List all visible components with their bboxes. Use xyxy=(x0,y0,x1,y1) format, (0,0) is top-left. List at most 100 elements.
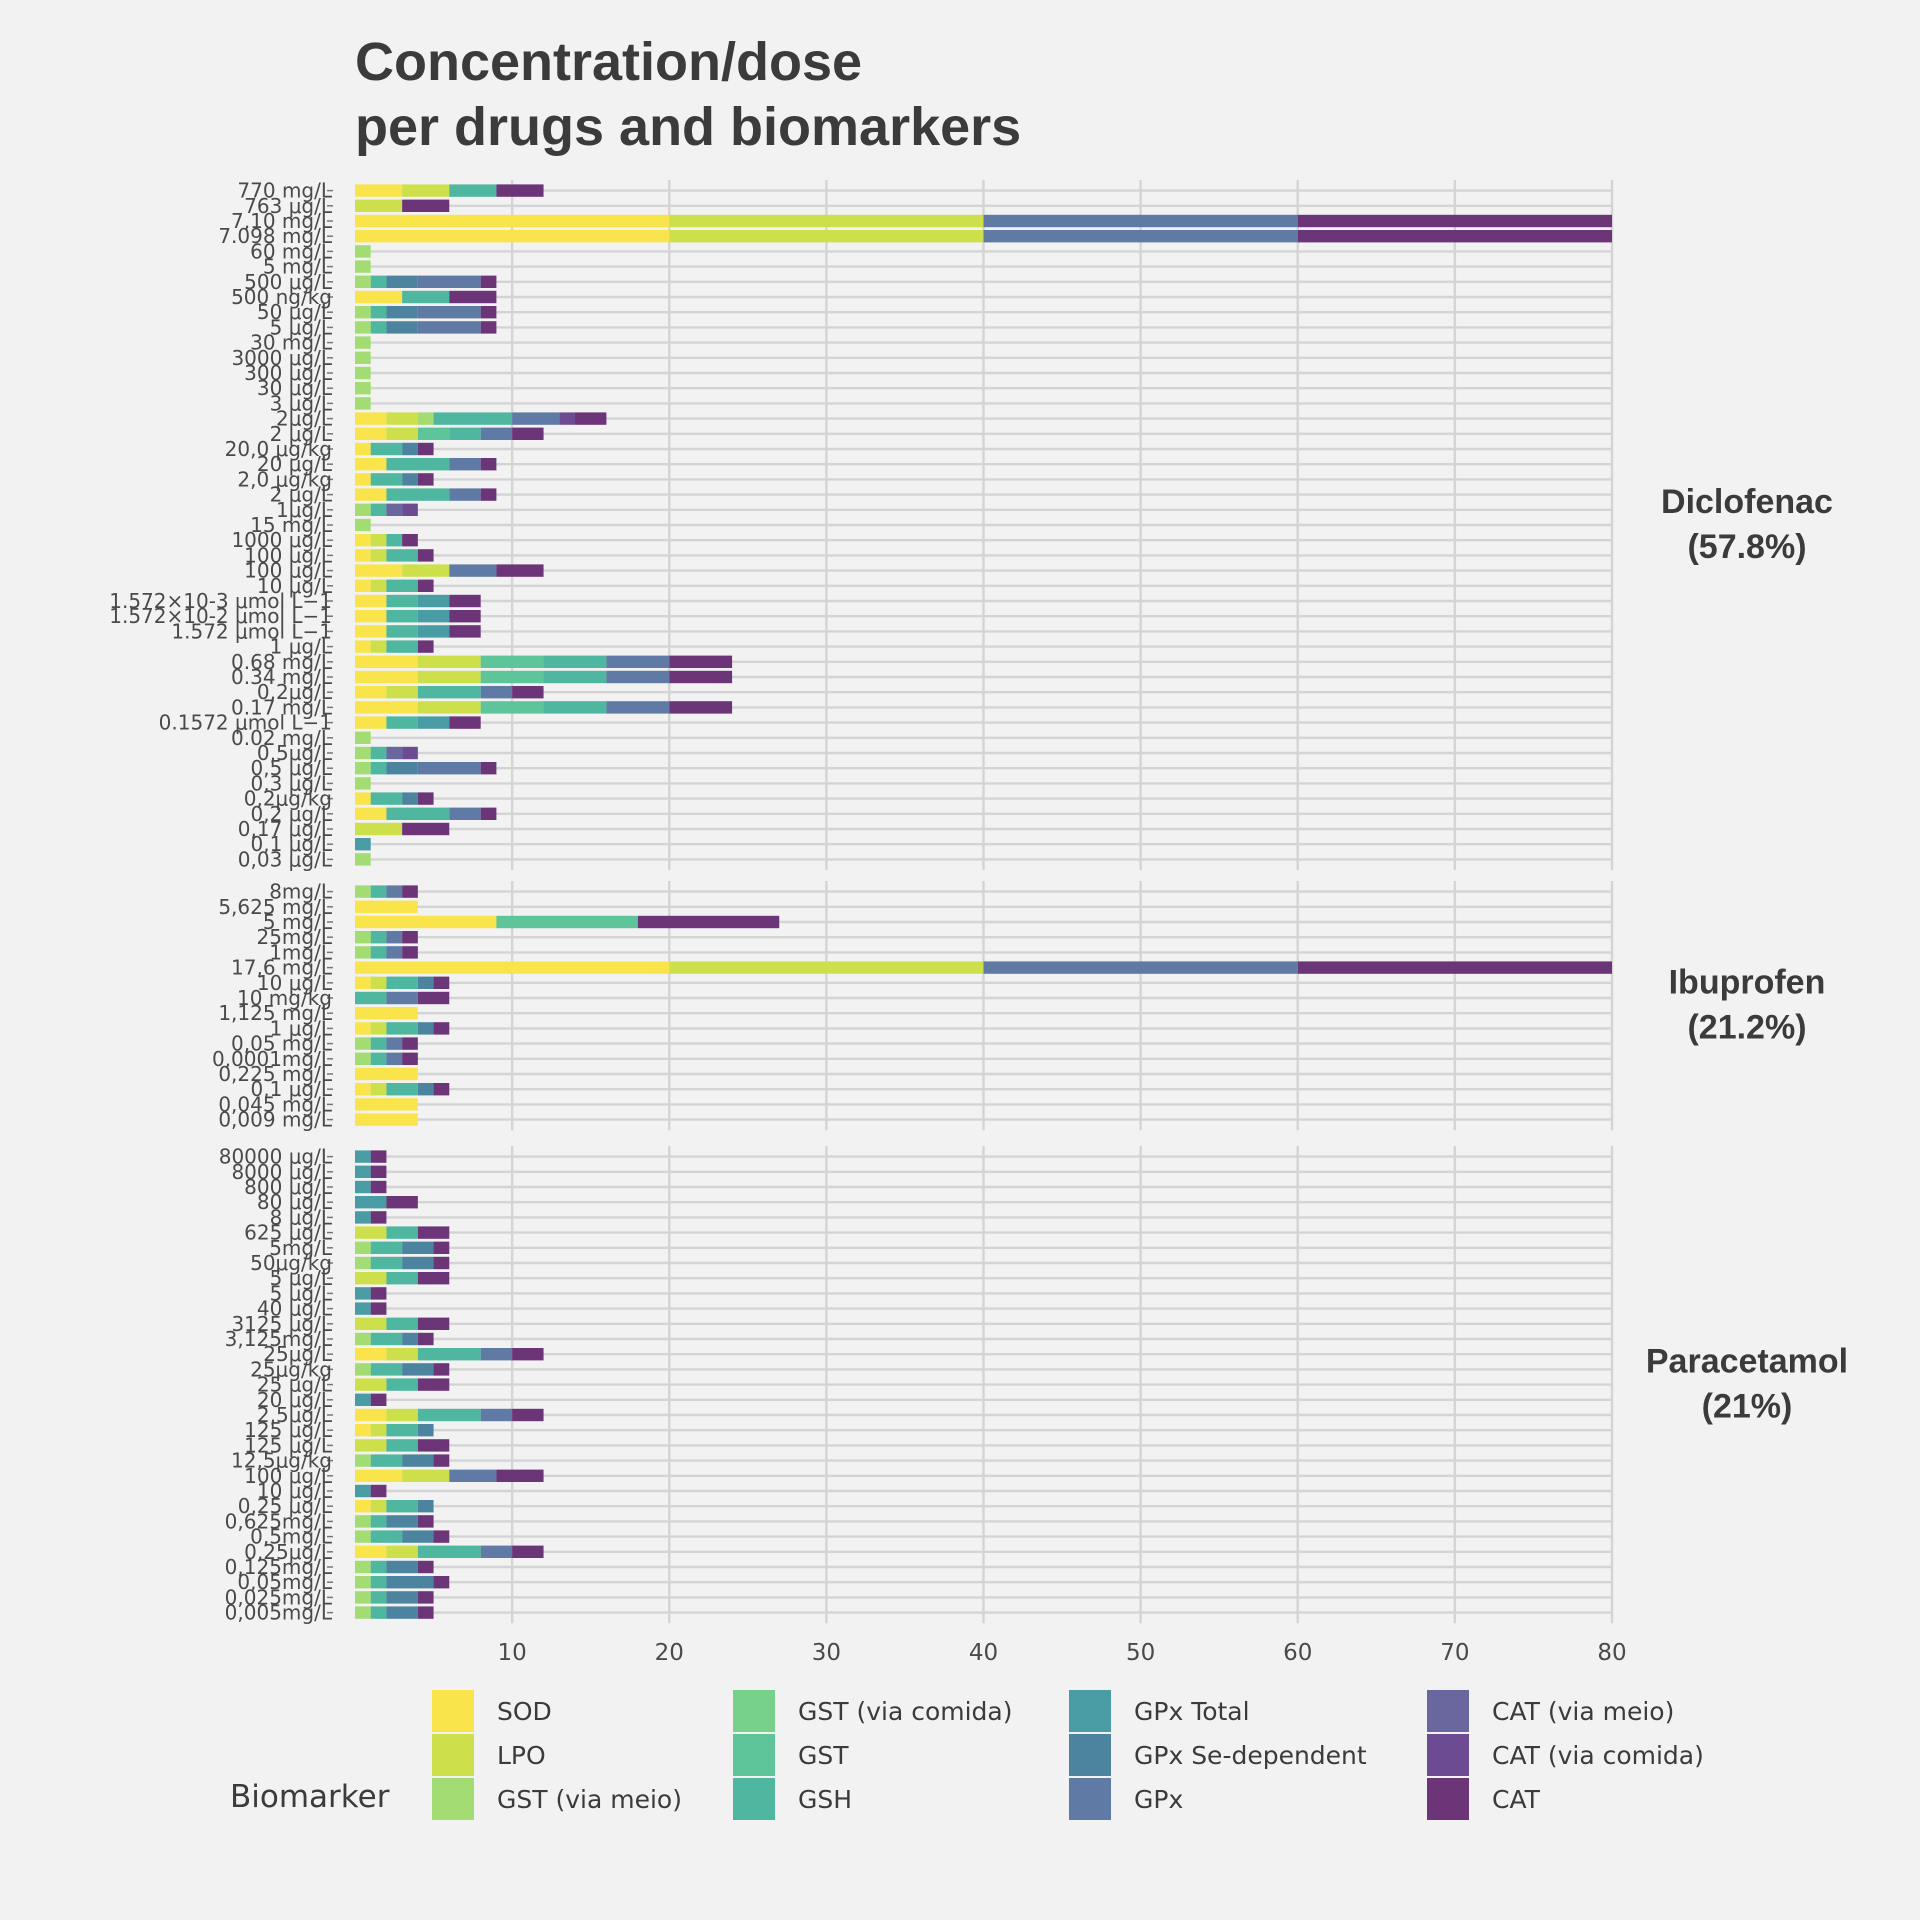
bar-segment xyxy=(386,1272,418,1285)
bar-segment xyxy=(355,991,387,1005)
bar-segment xyxy=(480,488,497,501)
y-tick-label: 25mg/L xyxy=(256,925,332,949)
y-tick-label: 10 μg/L xyxy=(257,1479,333,1503)
bar-segment xyxy=(669,961,984,974)
x-tick-label: 30 xyxy=(812,1640,841,1666)
bar-segment xyxy=(355,976,371,989)
bar-segment xyxy=(355,412,387,425)
bar-segment xyxy=(480,1545,513,1558)
legend-swatch xyxy=(733,1778,775,1820)
bar-segment xyxy=(480,321,497,334)
bar-segment xyxy=(370,1500,387,1513)
x-tick-label: 70 xyxy=(1440,1640,1469,1666)
y-tick-label: 800 μg/L xyxy=(244,1175,333,1199)
bar-segment xyxy=(370,549,387,562)
bar-segment xyxy=(417,1378,450,1391)
legend-title: Biomarker xyxy=(230,1779,390,1815)
bar-segment xyxy=(386,762,418,775)
y-tick-label: 0,3 μg/L xyxy=(251,771,333,795)
x-tick-label: 10 xyxy=(497,1640,526,1666)
y-tick-label: 2 μg/L xyxy=(270,483,333,507)
bar-segment xyxy=(355,655,418,668)
bar-segment xyxy=(480,1408,513,1422)
y-tick-label: 8000 μg/L xyxy=(231,1160,332,1184)
bar-segment xyxy=(480,670,544,684)
y-tick-label: 0,03 μg/L xyxy=(238,847,333,871)
bar-segment xyxy=(355,1287,371,1300)
bar-segment xyxy=(433,976,450,989)
legend-label: GST (via comida) xyxy=(798,1697,1013,1726)
x-tick-label: 50 xyxy=(1126,1640,1155,1666)
y-tick-label: 500 ng/kg xyxy=(231,285,332,309)
bar-segment xyxy=(543,701,607,714)
bar-segment xyxy=(983,961,1298,974)
bar-segment xyxy=(559,412,575,425)
bar-segment xyxy=(370,931,387,944)
bar-segment xyxy=(449,564,497,577)
bar-segment xyxy=(417,1515,434,1528)
legend-item: GST (via meio) xyxy=(432,1778,682,1820)
y-tick-label: 40 μg/L xyxy=(257,1297,333,1321)
y-tick-label: 0,5μg/L xyxy=(257,741,333,765)
bar-segment xyxy=(417,321,481,334)
bar-segment xyxy=(386,306,418,319)
y-tick-label: 1000 μg/L xyxy=(231,528,332,552)
y-tick-label: 2 μg/L xyxy=(270,422,333,446)
bar-segment xyxy=(512,1348,544,1361)
y-tick-label: 0.1572 μmol L−1 xyxy=(159,711,332,735)
legend-swatch xyxy=(1427,1690,1469,1732)
y-tick-label: 25μg/L xyxy=(263,1342,333,1366)
bar-segment xyxy=(1297,230,1612,243)
bar-segment xyxy=(370,1576,387,1589)
y-tick-label: 125 μg/L xyxy=(244,1433,333,1457)
y-tick-label: 100 μg/L xyxy=(244,1464,333,1488)
bar-segment xyxy=(355,503,371,516)
bar-segment xyxy=(355,1052,371,1065)
bar-segment xyxy=(355,838,371,851)
bar-segment xyxy=(402,473,418,486)
legend-item: CAT (via meio) xyxy=(1427,1690,1674,1732)
bar-segment xyxy=(370,1052,387,1065)
bar-segment xyxy=(370,1606,387,1619)
bar-segment xyxy=(355,716,387,729)
bar-segment xyxy=(370,1180,387,1194)
y-tick-label: 0.34 mg/L xyxy=(231,665,333,689)
bar-segment xyxy=(417,701,481,714)
y-tick-label: 20,0 μg/kg xyxy=(225,437,332,461)
y-tick-label: 3 μg/L xyxy=(270,391,333,415)
bar-segment xyxy=(370,1241,403,1254)
bar-segment xyxy=(402,503,418,516)
legend-label: GPx Se-dependent xyxy=(1134,1741,1367,1770)
bar-segment xyxy=(1297,961,1612,974)
chart-title-line-2: per drugs and biomarkers xyxy=(355,97,1021,157)
y-tick-label: 0,05mg/L xyxy=(237,1570,332,1594)
bar-segment xyxy=(417,686,481,699)
y-tick-label: 5 μg/L xyxy=(270,315,333,339)
bar-segment xyxy=(402,792,418,805)
bar-segment xyxy=(449,184,497,197)
bar-segment xyxy=(402,1469,450,1482)
y-tick-label: 50μg/kg xyxy=(250,1251,332,1275)
bar-segment xyxy=(386,610,418,623)
bar-segment xyxy=(370,579,387,592)
bar-segment xyxy=(386,458,450,471)
y-tick-label: 5 mg/L xyxy=(263,255,333,279)
bar-segment xyxy=(386,1591,418,1604)
bar-segment xyxy=(449,488,481,501)
bar-segment xyxy=(355,351,371,364)
y-tick-label: 25 μg/L xyxy=(257,1373,333,1397)
legend-swatch xyxy=(733,1734,775,1776)
bar-segment xyxy=(370,792,403,805)
bar-segment xyxy=(386,1348,418,1361)
bar-segment xyxy=(370,1037,387,1050)
y-tick-label: 1 μg/L xyxy=(270,1016,333,1040)
bar-segment xyxy=(983,214,1298,228)
y-tick-label: 10 mg/kg xyxy=(237,986,332,1010)
bar-segment xyxy=(355,488,387,501)
y-tick-label: 0,5mg/L xyxy=(250,1525,333,1549)
y-tick-label: 2,0 μg/kg xyxy=(237,467,332,491)
bar-segment xyxy=(370,1454,403,1467)
bar-segment xyxy=(417,579,434,592)
